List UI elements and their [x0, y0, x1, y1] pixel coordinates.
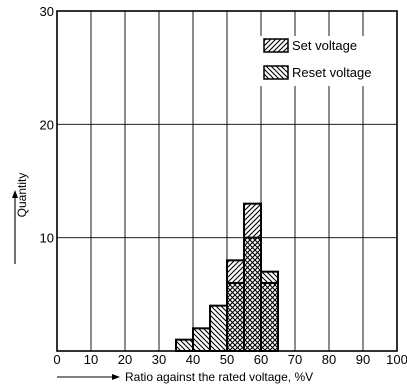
y-tick-label: 20	[40, 117, 54, 132]
legend: Set voltage Reset voltage	[259, 36, 395, 86]
plot-frame	[56, 10, 398, 352]
x-tick-label: 90	[356, 352, 370, 367]
x-tick-label: 50	[220, 352, 234, 367]
bar-reset-voltage	[192, 327, 211, 353]
bar-reset-voltage	[175, 338, 194, 352]
x-tick-label: 100	[386, 352, 407, 367]
legend-swatch-set-voltage	[263, 38, 289, 53]
x-axis-arrow	[57, 374, 120, 380]
x-tick-label: 30	[152, 352, 166, 367]
bar-reset-voltage	[209, 304, 228, 352]
bar-set-voltage	[260, 282, 279, 352]
bar-set-voltage	[226, 259, 245, 353]
legend-swatch-reset-voltage	[263, 65, 289, 80]
y-tick-label: 10	[40, 231, 54, 246]
x-tick-label: 40	[186, 352, 200, 367]
y-tick-labels: 10 20 30	[40, 4, 54, 246]
x-tick-label: 80	[322, 352, 336, 367]
y-axis-label: Quantity	[15, 173, 29, 218]
bar-set-voltage	[243, 202, 262, 352]
y-tick-label: 30	[40, 4, 54, 19]
y-axis-arrow	[12, 190, 18, 264]
x-tick-label: 20	[118, 352, 132, 367]
legend-label-set-voltage: Set voltage	[292, 38, 357, 53]
x-tick-label: 0	[53, 352, 60, 367]
x-tick-labels: 0 10 20 30 40 50 60 70 80 90 100	[53, 352, 407, 367]
x-tick-label: 10	[84, 352, 98, 367]
x-axis-label: Ratio against the rated voltage, %V	[125, 370, 313, 384]
x-tick-label: 70	[288, 352, 302, 367]
x-tick-label: 60	[254, 352, 268, 367]
legend-label-reset-voltage: Reset voltage	[292, 65, 372, 80]
